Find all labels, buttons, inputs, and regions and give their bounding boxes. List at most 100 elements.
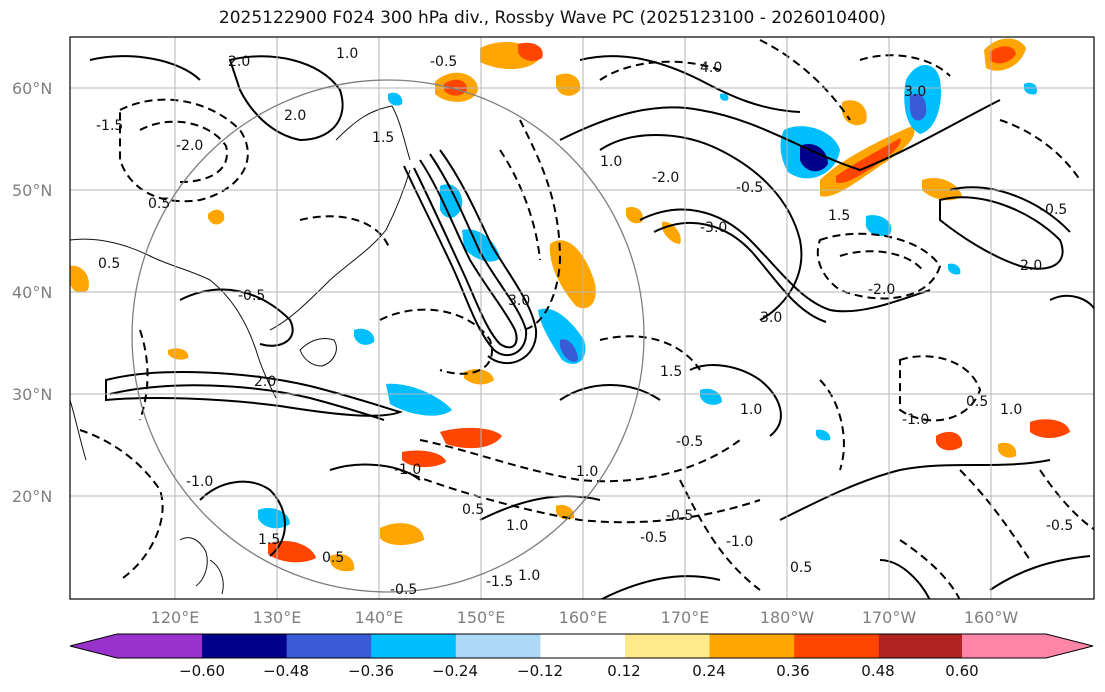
positive-patch	[998, 442, 1017, 458]
contour-label: 1.5	[828, 208, 850, 224]
lon-label-150e: 150°E	[457, 608, 506, 627]
lon-label-180w: 180°W	[760, 608, 815, 627]
positive-patch	[330, 553, 355, 572]
contour-label: 2.0	[284, 108, 306, 124]
colorbar-segment	[286, 634, 372, 658]
colorbar-tick: −0.36	[348, 662, 394, 680]
colorbar-segment	[70, 634, 202, 658]
colorbar-tick: −0.12	[517, 662, 563, 680]
lat-label-40n: 40°N	[12, 283, 52, 302]
positive-patch	[380, 523, 424, 546]
contour-label: 1.0	[576, 464, 598, 480]
lon-label-160w: 160°W	[964, 608, 1019, 627]
colorbar-tick: −0.48	[263, 662, 309, 680]
contour-label: 0.5	[966, 394, 988, 410]
negative-patch	[910, 93, 927, 121]
colorbar-segment	[371, 634, 457, 658]
colorbar-tick: −0.60	[179, 662, 225, 680]
contour-label: 2.0	[228, 54, 250, 70]
positive-patch	[440, 427, 502, 449]
chart-title: 2025122900 F024 300 hPa div., Rossby Wav…	[218, 8, 887, 28]
map-frame	[69, 36, 1095, 600]
contour-label: -0.5	[676, 434, 703, 450]
contour-labels: 2.0 1.0 -0.5 1.5 2.0 -1.5 -2.0 0.5 0.5 -…	[96, 46, 1073, 598]
contour-label: 1.0	[740, 402, 762, 418]
contour-label: -2.0	[868, 282, 895, 298]
contour-label: -0.5	[390, 582, 417, 598]
positive-patch	[836, 138, 901, 184]
positive-patch	[464, 369, 494, 385]
positive-patch	[70, 265, 89, 293]
contour-label: -0.5	[1046, 518, 1073, 534]
contour-label: -1.5	[96, 118, 123, 134]
colorbar-tick: 0.48	[861, 662, 894, 680]
contour-label: -1.0	[186, 474, 213, 490]
lon-label-130e: 130°E	[253, 608, 302, 627]
colorbar-tick: 0.36	[776, 662, 809, 680]
lon-label-120e: 120°E	[151, 608, 200, 627]
lat-label-20n: 20°N	[12, 487, 52, 506]
positive-patch	[936, 431, 963, 451]
colorbar-tick: 0.12	[607, 662, 640, 680]
contour-label: 0.5	[148, 196, 170, 212]
contour-label: 0.5	[322, 550, 344, 566]
contour-label: 1.0	[1000, 402, 1022, 418]
contour-label: -1.0	[394, 462, 421, 478]
contour-label: -3.0	[700, 220, 727, 236]
positive-patch	[1030, 419, 1070, 438]
negative-patch	[388, 92, 403, 106]
positive-patch	[549, 240, 596, 309]
colorbar-segments	[70, 634, 1093, 658]
positive-patch	[922, 177, 962, 201]
negative-patch	[865, 215, 892, 237]
contour-label: 1.5	[660, 364, 682, 380]
negative-patch	[386, 383, 452, 416]
contour-label: -0.5	[736, 180, 763, 196]
colorbar-tick: −0.24	[432, 662, 478, 680]
colorbar-segment	[455, 634, 541, 658]
contour-label: 4.0	[700, 60, 722, 76]
contour-label: -0.5	[238, 288, 265, 304]
contour-label: -1.0	[726, 534, 753, 550]
contour-label: 1.5	[372, 130, 394, 146]
lon-label-160e: 160°E	[559, 608, 608, 627]
divergence-patches	[70, 38, 1070, 572]
contour-label: 0.5	[462, 502, 484, 518]
contour-label: -2.0	[652, 170, 679, 186]
contour-label: 1.0	[336, 46, 358, 62]
reference-circle	[131, 79, 645, 593]
contour-label: -0.5	[1040, 202, 1067, 218]
lon-label-170e: 170°E	[661, 608, 710, 627]
colorbar-tick: 0.60	[945, 662, 978, 680]
colorbar-segment	[540, 634, 626, 658]
lon-label-170w: 170°W	[862, 608, 917, 627]
negative-patch	[560, 339, 578, 362]
contour-label: 0.5	[98, 256, 120, 272]
colorbar-tick: 0.24	[692, 662, 725, 680]
negative-patch	[1024, 82, 1038, 95]
lat-label-50n: 50°N	[12, 181, 52, 200]
longitude-labels: 120°E 130°E 140°E 150°E 160°E 170°E 180°…	[151, 608, 1019, 627]
negative-patch	[800, 144, 828, 172]
contour-label: 1.5	[258, 532, 280, 548]
negative-patch	[948, 263, 961, 275]
positive-patch	[518, 42, 543, 61]
lat-label-30n: 30°N	[12, 385, 52, 404]
contour-label: -2.0	[176, 138, 203, 154]
latitude-labels: 60°N 50°N 40°N 30°N 20°N	[12, 79, 52, 506]
colorbar-segment	[625, 634, 711, 658]
contour-label: -1.0	[902, 412, 929, 428]
contour-label: -0.5	[666, 508, 693, 524]
coastlines	[70, 105, 411, 595]
negative-patch	[720, 93, 729, 101]
negative-patch	[258, 507, 290, 529]
contour-label: 1.0	[506, 518, 528, 534]
graticule	[70, 37, 1094, 599]
contour-label: 3.0	[508, 293, 530, 309]
contour-label: -0.5	[430, 54, 457, 70]
positive-patch	[168, 348, 189, 360]
negative-patch	[354, 328, 375, 345]
positive-patch	[556, 73, 581, 96]
